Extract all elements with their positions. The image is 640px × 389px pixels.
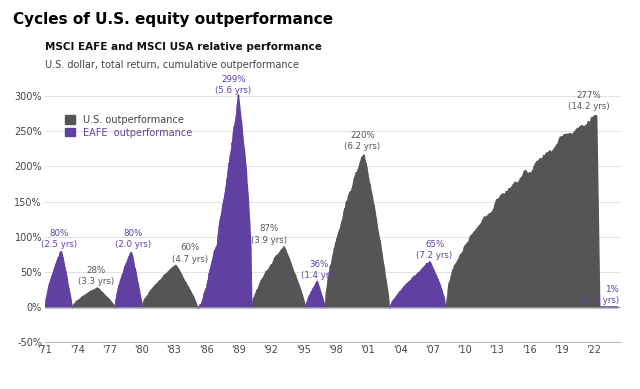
Text: 299%
(5.6 yrs): 299% (5.6 yrs) xyxy=(215,75,252,95)
Text: 65%
(7.2 yrs): 65% (7.2 yrs) xyxy=(417,240,452,260)
Text: 1%
(1.8 yrs): 1% (1.8 yrs) xyxy=(582,285,619,305)
Text: 220%
(6.2 yrs): 220% (6.2 yrs) xyxy=(344,131,380,151)
Text: 277%
(14.2 yrs): 277% (14.2 yrs) xyxy=(568,91,609,111)
Text: 28%
(3.3 yrs): 28% (3.3 yrs) xyxy=(79,266,115,286)
Legend: U.S. outperformance, EAFE  outperformance: U.S. outperformance, EAFE outperformance xyxy=(61,111,196,142)
Text: 87%
(3.9 yrs): 87% (3.9 yrs) xyxy=(251,224,287,245)
Text: U.S. dollar, total return, cumulative outperformance: U.S. dollar, total return, cumulative ou… xyxy=(45,60,299,70)
Text: 80%
(2.5 yrs): 80% (2.5 yrs) xyxy=(41,230,77,249)
Text: 60%
(4.7 yrs): 60% (4.7 yrs) xyxy=(172,244,208,263)
Text: 36%
(1.4 yrs): 36% (1.4 yrs) xyxy=(301,260,337,280)
Text: Cycles of U.S. equity outperformance: Cycles of U.S. equity outperformance xyxy=(13,12,333,27)
Text: MSCI EAFE and MSCI USA relative performance: MSCI EAFE and MSCI USA relative performa… xyxy=(45,42,322,52)
Text: 80%
(2.0 yrs): 80% (2.0 yrs) xyxy=(115,230,151,249)
